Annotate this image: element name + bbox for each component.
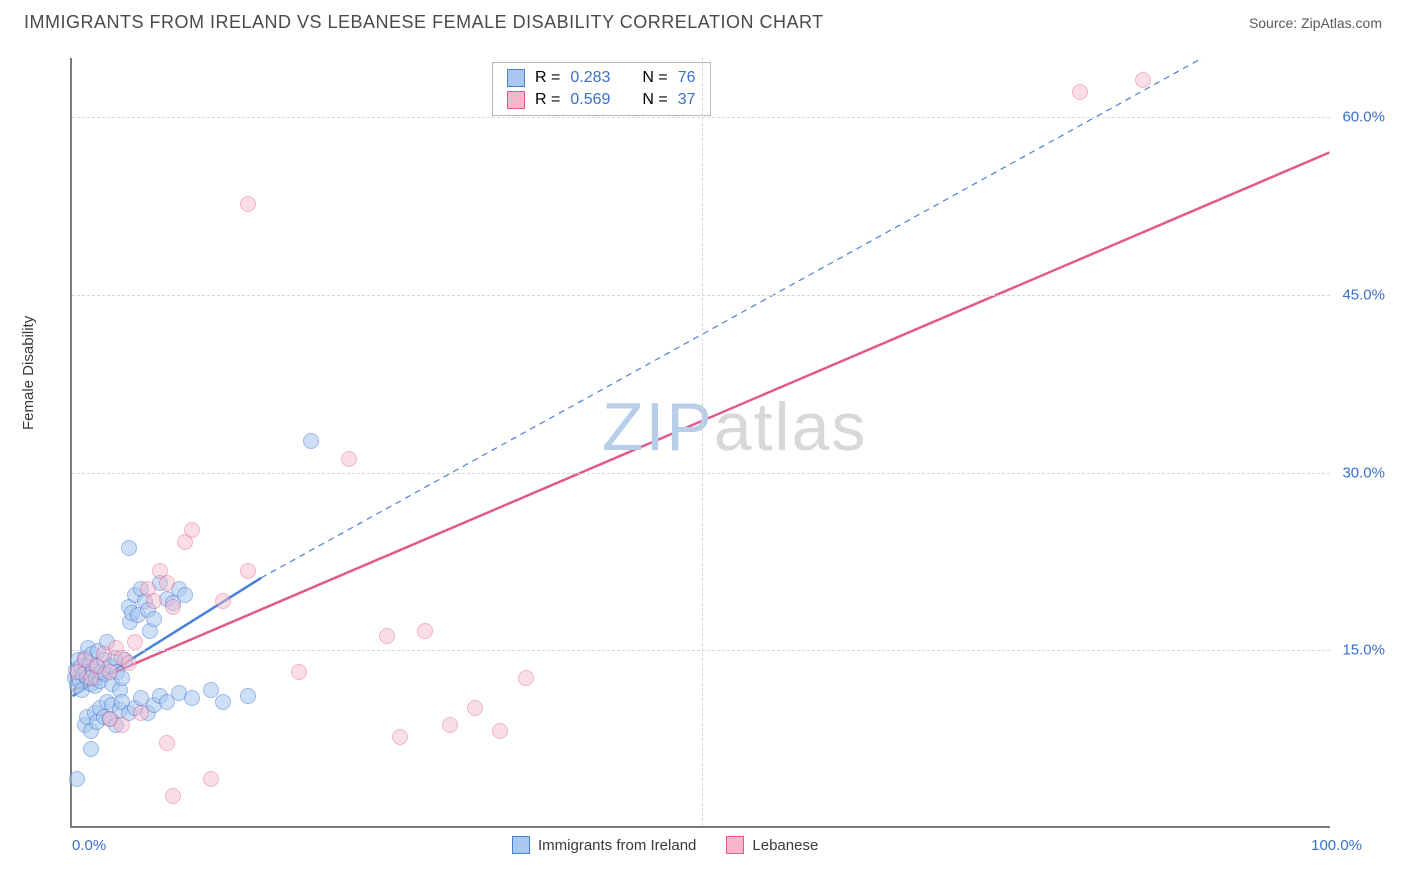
data-point xyxy=(159,575,175,591)
data-point xyxy=(240,688,256,704)
x-tick-label: 100.0% xyxy=(1311,837,1362,854)
data-point xyxy=(83,741,99,757)
chart-area: ZIPatlas R = 0.283 N = 76 R = 0.569 N = … xyxy=(70,58,1370,828)
data-point xyxy=(240,563,256,579)
chart-title: IMMIGRANTS FROM IRELAND VS LEBANESE FEMA… xyxy=(24,12,824,33)
data-point xyxy=(1072,84,1088,100)
data-point xyxy=(240,196,256,212)
data-point xyxy=(177,587,193,603)
data-point xyxy=(184,690,200,706)
legend-bottom: Immigrants from Ireland Lebanese xyxy=(512,836,818,854)
legend-label-ireland: Immigrants from Ireland xyxy=(538,837,696,854)
r-value-ireland: 0.283 xyxy=(570,69,610,87)
data-point xyxy=(146,611,162,627)
gridline-v xyxy=(702,58,703,826)
y-tick-label: 15.0% xyxy=(1342,642,1385,659)
data-point xyxy=(215,593,231,609)
data-point xyxy=(184,522,200,538)
data-point xyxy=(303,433,319,449)
data-point xyxy=(291,664,307,680)
legend-row-lebanese: R = 0.569 N = 37 xyxy=(493,89,710,111)
swatch-ireland-bottom xyxy=(512,836,530,854)
n-value-ireland: 76 xyxy=(678,69,696,87)
data-point xyxy=(159,735,175,751)
data-point xyxy=(518,670,534,686)
data-point xyxy=(215,694,231,710)
y-tick-label: 45.0% xyxy=(1342,286,1385,303)
data-point xyxy=(121,540,137,556)
data-point xyxy=(127,634,143,650)
swatch-lebanese-bottom xyxy=(726,836,744,854)
swatch-ireland xyxy=(507,69,525,87)
x-tick-label: 0.0% xyxy=(72,837,106,854)
gridline-h xyxy=(72,117,1330,118)
legend-item-lebanese: Lebanese xyxy=(726,836,818,854)
data-point xyxy=(102,664,118,680)
data-point xyxy=(467,700,483,716)
data-point xyxy=(442,717,458,733)
data-point xyxy=(69,771,85,787)
trend-lines-svg xyxy=(72,58,1330,826)
n-label: N = xyxy=(642,91,667,109)
legend-row-ireland: R = 0.283 N = 76 xyxy=(493,67,710,89)
n-label: N = xyxy=(642,69,667,87)
data-point xyxy=(165,599,181,615)
legend-item-ireland: Immigrants from Ireland xyxy=(512,836,696,854)
plot-region: ZIPatlas R = 0.283 N = 76 R = 0.569 N = … xyxy=(70,58,1330,828)
watermark: ZIPatlas xyxy=(602,388,867,466)
r-label: R = xyxy=(535,91,560,109)
data-point xyxy=(1135,72,1151,88)
legend-label-lebanese: Lebanese xyxy=(752,837,818,854)
data-point xyxy=(121,655,137,671)
data-point xyxy=(165,788,181,804)
r-label: R = xyxy=(535,69,560,87)
y-tick-label: 30.0% xyxy=(1342,464,1385,481)
chart-source: Source: ZipAtlas.com xyxy=(1249,15,1382,31)
gridline-h xyxy=(72,295,1330,296)
gridline-h xyxy=(72,473,1330,474)
data-point xyxy=(392,729,408,745)
data-point xyxy=(492,723,508,739)
y-axis-label: Female Disability xyxy=(20,316,37,430)
gridline-h xyxy=(72,650,1330,651)
data-point xyxy=(379,628,395,644)
data-point xyxy=(203,771,219,787)
data-point xyxy=(114,717,130,733)
legend-correlation-box: R = 0.283 N = 76 R = 0.569 N = 37 xyxy=(492,62,711,116)
data-point xyxy=(133,705,149,721)
n-value-lebanese: 37 xyxy=(678,91,696,109)
data-point xyxy=(417,623,433,639)
r-value-lebanese: 0.569 xyxy=(570,91,610,109)
data-point xyxy=(146,593,162,609)
y-tick-label: 60.0% xyxy=(1342,109,1385,126)
swatch-lebanese xyxy=(507,91,525,109)
chart-header: IMMIGRANTS FROM IRELAND VS LEBANESE FEMA… xyxy=(0,0,1406,41)
data-point xyxy=(341,451,357,467)
